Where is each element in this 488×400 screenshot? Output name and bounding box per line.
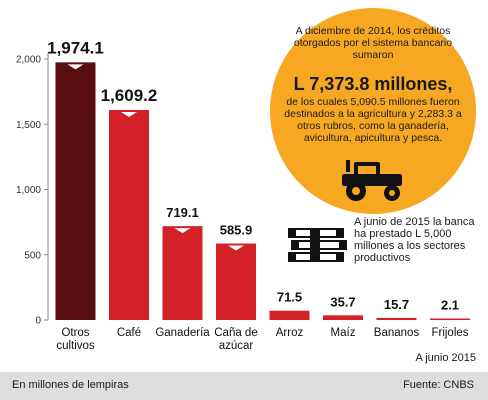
bar-chart: 0 500 1,000 1,500 2,000 1,974.1 1,609.2 719.1 5… (16, 38, 470, 352)
category-label: Otros cultivos (56, 327, 95, 352)
bar (376, 317, 417, 320)
bar (216, 243, 256, 320)
date-note: A junio 2015 (415, 352, 476, 364)
bar (162, 226, 203, 320)
value-labels: 1,974.1 1,609.2 719.1 585.9 71.5 35.7 15.7 2.1 (47, 38, 459, 312)
credit-summary-circle: A diciembre de 2014, los créditos otorga… (270, 8, 476, 214)
bar-marker (228, 245, 244, 251)
source-label: Fuente: CNBS (403, 379, 474, 391)
bar-value-label: 71.5 (277, 290, 302, 305)
credit-summary-amount: L 7,373.8 millones, (293, 74, 453, 94)
bar-value-label: 719.1 (166, 205, 199, 220)
y-tick-label: 2,000 (16, 55, 41, 66)
units-label: En millones de lempiras (12, 379, 129, 391)
y-tick-label: 1,000 (16, 185, 41, 196)
footer-bar: En millones de lempiras Fuente: CNBS (0, 372, 488, 400)
credit-summary-intro: A diciembre de 2014, los créditos otorga… (293, 25, 453, 61)
category-label: Frijoles (431, 327, 468, 339)
bar-marker (174, 228, 191, 234)
category-label: Café (117, 327, 141, 339)
bar (109, 109, 149, 321)
bar-value-label: 585.9 (220, 223, 253, 238)
bar (55, 62, 96, 321)
category-label: Caña de azúcar (214, 327, 257, 352)
bars (55, 62, 470, 321)
bar (430, 318, 470, 320)
tractor-icon (342, 160, 402, 201)
bar-value-label: 15.7 (384, 297, 409, 312)
bar-value-label: 1,974.1 (47, 38, 104, 57)
category-label: Maíz (331, 327, 356, 339)
y-tick-label: 500 (24, 250, 41, 261)
category-label: Ganadería (155, 327, 210, 339)
bar-value-label: 1,609.2 (101, 86, 158, 105)
y-tick-label: 0 (35, 316, 41, 327)
bar-value-label: 35.7 (330, 294, 355, 309)
money-stack-icon (288, 228, 347, 262)
bar-marker (121, 111, 137, 117)
y-tick-label: 1,500 (16, 120, 41, 131)
bar-marker (67, 64, 84, 70)
bar-value-label: 2.1 (441, 298, 459, 313)
credit-summary-detail: de los cuales 5,090.5 millones fueron de… (284, 96, 462, 144)
category-label: Arroz (276, 327, 304, 339)
y-axis: 0 500 1,000 1,500 2,000 (16, 53, 49, 327)
loans-note: A junio de 2015 la banca ha prestado L 5… (354, 216, 475, 264)
category-labels: Otros cultivos Café Ganadería Caña de azúcar A… (56, 327, 468, 352)
bar (323, 315, 363, 320)
category-label: Bananos (374, 327, 420, 339)
bar (269, 310, 310, 320)
